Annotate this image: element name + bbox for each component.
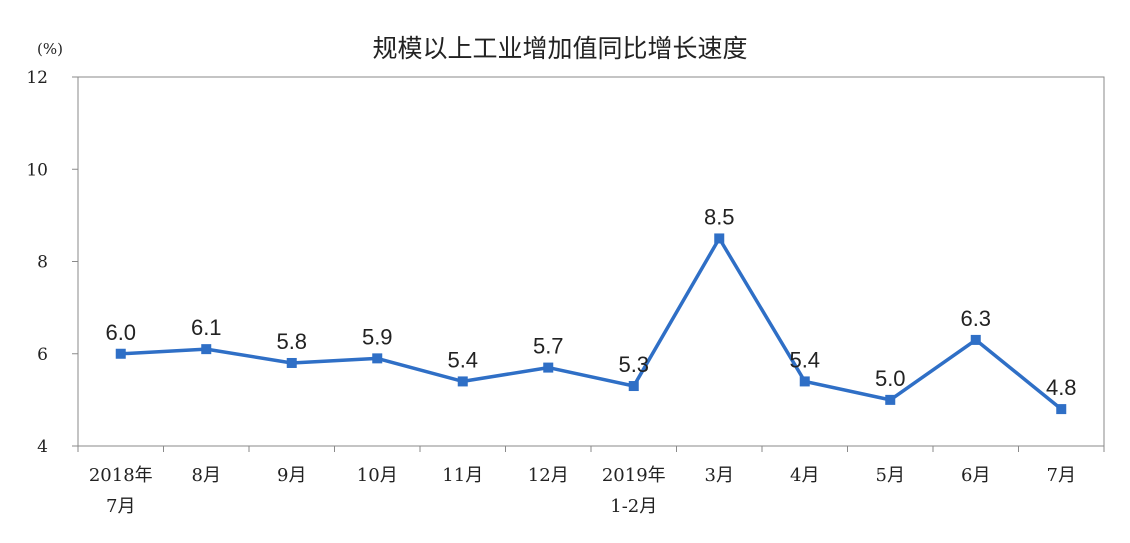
data-point-marker xyxy=(115,348,126,359)
x-tick-label-line: 10月 xyxy=(357,465,398,486)
data-label: 5.4 xyxy=(789,347,820,372)
y-tick-label: 10 xyxy=(26,160,48,180)
data-point-marker xyxy=(799,376,810,387)
x-tick-label-line: 7月 xyxy=(106,496,135,517)
data-label: 6.0 xyxy=(105,320,136,345)
data-label: 5.4 xyxy=(447,347,478,372)
x-tick-label: 2018年 7月 xyxy=(89,465,153,517)
x-axis: 2018年 7月 8月 9月 10月 11月 12月 2019年 1-2月 3月 4月 5月 6月 7月 xyxy=(77,446,1105,517)
x-tick-label: 7月 xyxy=(1047,465,1076,486)
x-tick-label-line: 12月 xyxy=(528,465,569,486)
x-tick-label-line: 4月 xyxy=(790,465,819,486)
x-tick-label-line: 11月 xyxy=(442,465,483,486)
x-tick-label-line: 3月 xyxy=(705,465,734,486)
x-tick-label-line: 5月 xyxy=(876,465,905,486)
x-tick-label-line: 8月 xyxy=(192,465,221,486)
data-point-marker xyxy=(543,362,554,373)
data-label: 5.8 xyxy=(276,329,307,354)
data-point-marker xyxy=(372,353,383,364)
data-point-marker xyxy=(457,376,468,387)
y-axis: 4 6 8 10 12 xyxy=(26,68,78,457)
y-tick-label: 6 xyxy=(37,345,48,365)
data-label: 4.8 xyxy=(1046,375,1077,400)
x-tick-label: 9月 xyxy=(277,465,306,486)
data-point-marker xyxy=(628,381,639,392)
data-point-marker xyxy=(1056,404,1067,415)
x-tick-label-line: 6月 xyxy=(961,465,990,486)
data-label: 5.7 xyxy=(533,334,564,359)
x-tick-label: 4月 xyxy=(790,465,819,486)
data-label: 5.0 xyxy=(875,366,906,391)
data-label: 8.5 xyxy=(704,204,735,229)
x-tick-label: 10月 xyxy=(357,465,398,486)
data-label: 5.9 xyxy=(362,324,393,349)
y-tick-label: 8 xyxy=(37,253,48,273)
x-tick-label-line: 7月 xyxy=(1047,465,1076,486)
plot-area-frame xyxy=(77,76,1105,447)
data-point-marker xyxy=(885,394,896,405)
x-tick-label: 12月 xyxy=(528,465,569,486)
y-axis-unit-label: (%) xyxy=(37,40,63,58)
x-tick-label-line: 2018年 xyxy=(89,465,153,486)
data-label: 6.1 xyxy=(191,315,222,340)
series-line xyxy=(120,236,1063,411)
data-point-marker xyxy=(970,334,981,345)
x-tick-label-line: 2019年 xyxy=(602,465,666,486)
y-tick-label: 4 xyxy=(37,437,48,457)
data-point-marker xyxy=(714,233,725,244)
x-tick-label: 11月 xyxy=(442,465,483,486)
x-tick-label: 6月 xyxy=(961,465,990,486)
data-point-marker xyxy=(286,357,297,368)
x-tick-label: 5月 xyxy=(876,465,905,486)
y-tick-label: 12 xyxy=(26,68,48,88)
chart-title: 规模以上工业增加值同比增长速度 xyxy=(372,34,747,63)
data-label: 6.3 xyxy=(960,306,991,331)
x-tick-label: 8月 xyxy=(192,465,221,486)
x-tick-label: 3月 xyxy=(705,465,734,486)
x-tick-label-line: 9月 xyxy=(277,465,306,486)
x-tick-label: 2019年 1-2月 xyxy=(602,465,666,517)
series-layer: 6.0 6.1 5.8 5.9 5.4 5.7 5.3 8.5 5.4 5.0 6.3 4.8 xyxy=(105,204,1077,415)
data-point-marker xyxy=(201,344,212,355)
x-tick-label-line: 1-2月 xyxy=(610,496,657,517)
data-label: 5.3 xyxy=(618,352,649,377)
